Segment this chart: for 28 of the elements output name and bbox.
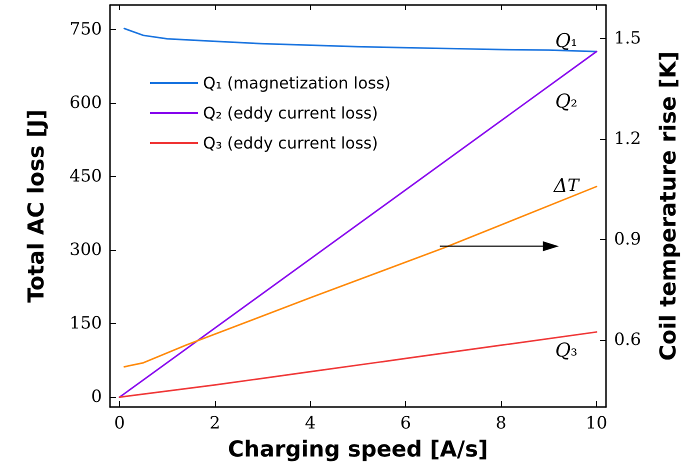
y2-tick-label: 1.2 xyxy=(614,129,642,149)
y-axis-title: Total AC loss [J] xyxy=(24,109,50,303)
annotation: Q₂ xyxy=(555,90,578,112)
y2-tick-label: 1.5 xyxy=(614,28,642,48)
y-tick-label: 600 xyxy=(70,93,102,114)
x-tick-label: 10 xyxy=(586,414,608,434)
x-tick-label: 2 xyxy=(210,414,220,434)
x-tick-label: 4 xyxy=(304,414,316,434)
y-tick-label: 150 xyxy=(70,314,102,334)
y2-tick-label: 0.6 xyxy=(614,330,642,350)
legend-label: Q₂ (eddy current loss) xyxy=(203,104,378,122)
y2-axis-title: Coil temperature rise [K] xyxy=(656,51,682,361)
x-tick-label: 8 xyxy=(496,414,506,434)
y-tick-label: 750 xyxy=(70,20,102,40)
y-tick-label: 300 xyxy=(70,240,102,260)
y2-tick-label: 0.9 xyxy=(614,230,642,250)
annotation: Q₃ xyxy=(555,340,578,362)
x-tick-label: 0 xyxy=(114,414,125,434)
line-series xyxy=(118,331,598,398)
line-series xyxy=(124,28,598,52)
legend-label: Q₁ (magnetization loss) xyxy=(203,74,391,92)
x-axis-title: Charging speed [A/s] xyxy=(228,438,488,462)
annotation: Q₁ xyxy=(555,30,578,52)
y-tick-label: 450 xyxy=(70,166,102,187)
annotation: Δ𝑇 xyxy=(552,174,581,197)
legend-label: Q₃ (eddy current loss) xyxy=(203,134,378,152)
x-tick-label: 6 xyxy=(400,414,412,434)
y-tick-label: 0 xyxy=(91,387,102,408)
